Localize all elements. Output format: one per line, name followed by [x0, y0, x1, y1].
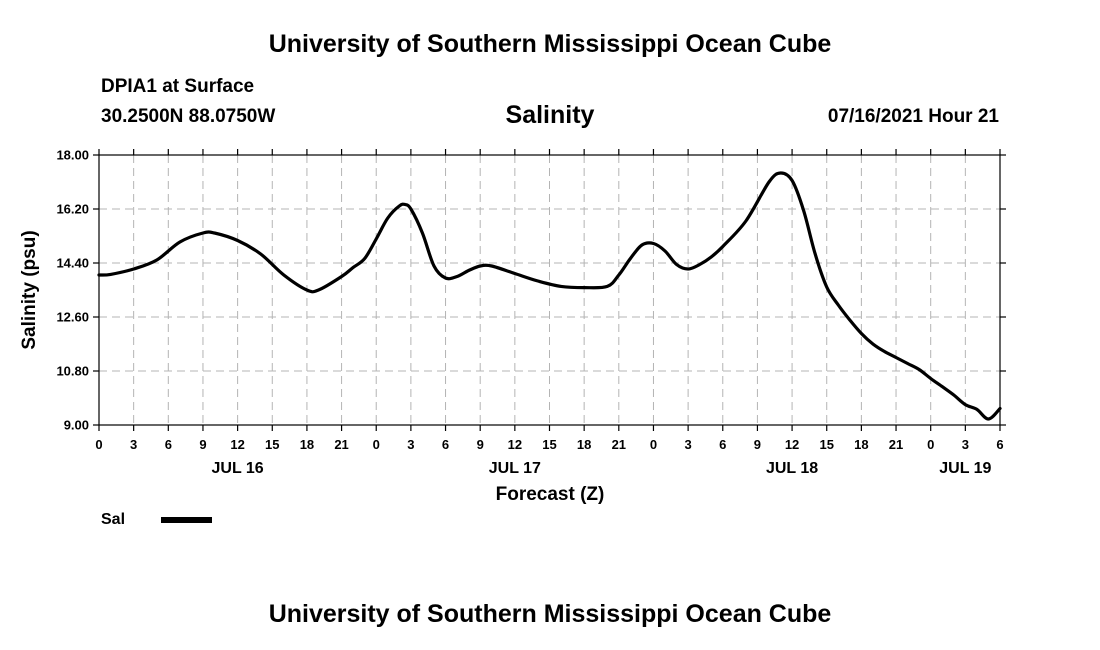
date-label: JUL 16: [212, 460, 264, 477]
date-labels: JUL 16 JUL 17 JUL 18 JUL 19: [212, 460, 992, 477]
station-coordinates: 30.2500N 88.0750W: [101, 106, 276, 127]
date-label: JUL 18: [766, 460, 818, 477]
y-tick-label: 12.60: [56, 310, 89, 325]
x-tick-label: 6: [442, 437, 449, 452]
x-tick-label: 0: [95, 437, 102, 452]
x-tick-label: 21: [612, 437, 626, 452]
footer-title: University of Southern Mississippi Ocean…: [268, 600, 832, 628]
series-line-sal: [97, 171, 1002, 421]
y-tick-label: 14.40: [56, 256, 89, 271]
x-tick-label: 3: [684, 437, 691, 452]
x-tick-label: 3: [962, 437, 969, 452]
date-label: JUL 17: [489, 460, 541, 477]
y-tick-label: 10.80: [56, 364, 89, 379]
x-tick-label: 15: [265, 437, 279, 452]
x-tick-label: 18: [854, 437, 868, 452]
x-tick-label: 9: [199, 437, 206, 452]
y-tick-label: 18.00: [56, 148, 89, 163]
chart-title: Salinity: [505, 101, 595, 129]
x-tick-label: 3: [130, 437, 137, 452]
x-tick-label: 12: [230, 437, 244, 452]
station-name: DPIA1 at Surface: [101, 76, 255, 97]
y-axis-title: Salinity (psu): [19, 230, 40, 349]
legend-label: Sal: [101, 511, 126, 528]
x-axis-title: Forecast (Z): [496, 484, 605, 505]
legend-line-swatch: [161, 517, 212, 523]
x-tick-label: 12: [785, 437, 799, 452]
run-timestamp: 07/16/2021 Hour 21: [827, 106, 999, 127]
x-tick-labels: 0 3 6 9 12 15 18 21 0 3 6 9 12 15 18 21 0 3 6 9 12 15 18 21 0 3 6: [95, 437, 1003, 452]
y-tick-label: 9.00: [64, 418, 89, 433]
x-tick-label: 18: [300, 437, 314, 452]
x-tick-label: 9: [754, 437, 761, 452]
axis-ticks: [93, 149, 1006, 431]
x-tick-label: 0: [927, 437, 934, 452]
x-tick-label: 21: [334, 437, 348, 452]
x-tick-label: 0: [650, 437, 657, 452]
x-tick-label: 9: [477, 437, 484, 452]
x-tick-label: 6: [719, 437, 726, 452]
x-tick-label: 6: [996, 437, 1003, 452]
grid-lines: [99, 155, 1000, 425]
x-tick-label: 15: [819, 437, 833, 452]
y-tick-labels: 9.00 10.80 12.60 14.40 16.20 18.00: [56, 148, 89, 433]
page-title: University of Southern Mississippi Ocean…: [268, 30, 832, 58]
y-tick-label: 16.20: [56, 202, 89, 217]
x-tick-label: 3: [407, 437, 414, 452]
x-tick-label: 15: [542, 437, 556, 452]
date-label: JUL 19: [939, 460, 991, 477]
x-tick-label: 6: [165, 437, 172, 452]
x-tick-label: 12: [508, 437, 522, 452]
x-tick-label: 18: [577, 437, 591, 452]
x-tick-label: 0: [373, 437, 380, 452]
x-tick-label: 21: [889, 437, 903, 452]
